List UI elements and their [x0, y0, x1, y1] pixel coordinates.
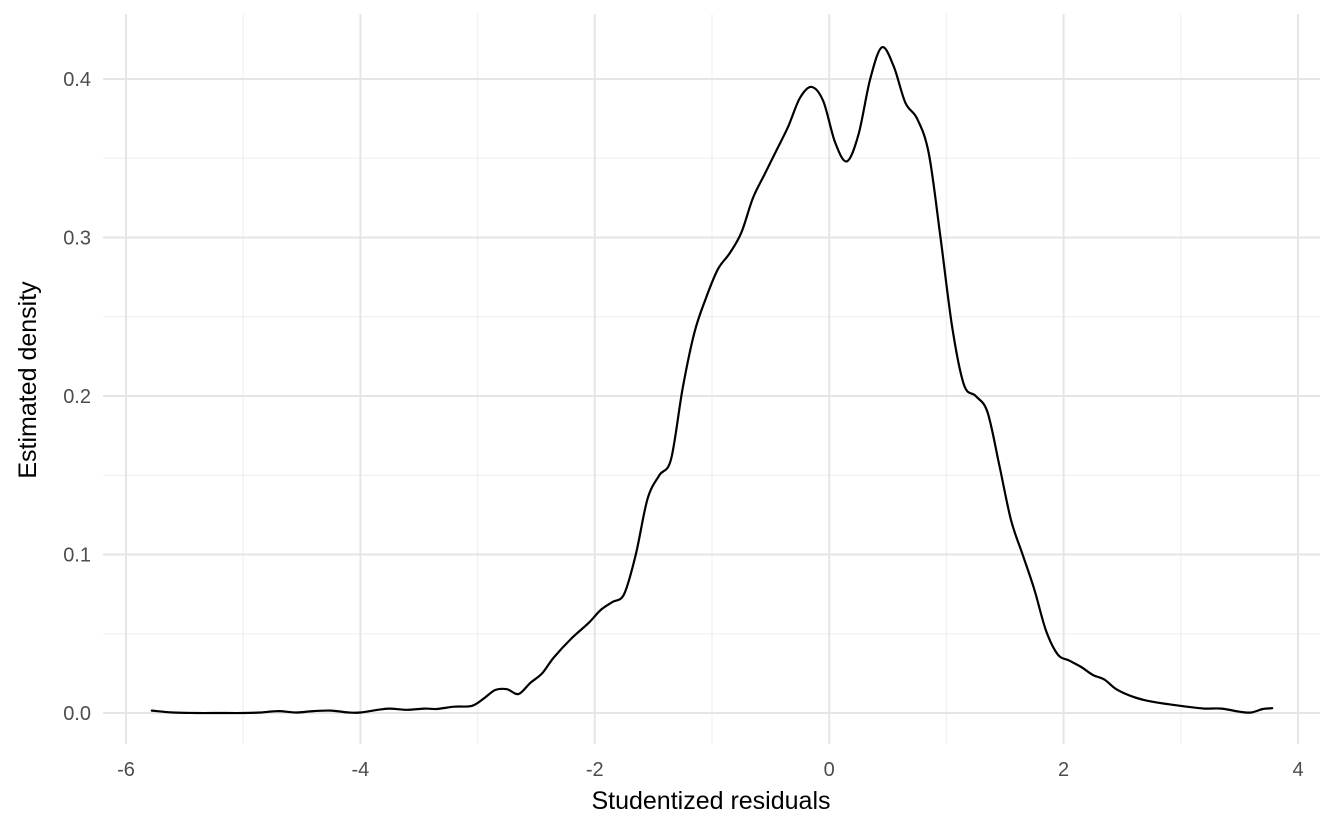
x-tick-label: -6 [117, 759, 135, 781]
x-tick-label: 2 [1058, 759, 1069, 781]
plot-marks [150, 46, 1274, 715]
y-tick-label: 0.2 [63, 386, 91, 408]
x-tick-label: -2 [586, 759, 604, 781]
y-tick-label: 0.0 [63, 703, 91, 725]
y-axis-tick-labels: 0.0 0.1 0.2 0.3 0.4 [63, 69, 91, 725]
x-tick-label: -4 [352, 759, 370, 781]
y-tick-label: 0.4 [63, 69, 91, 91]
y-axis-title: Estimated density [14, 281, 42, 479]
y-tick-label: 0.1 [63, 545, 91, 567]
x-axis-title: Studentized residuals [591, 787, 830, 815]
density-curve [150, 46, 1274, 715]
x-tick-label: 4 [1292, 759, 1303, 781]
major-gridlines [103, 14, 1320, 744]
minor-gridlines [103, 14, 1320, 744]
y-tick-label: 0.3 [63, 228, 91, 250]
x-axis-tick-labels: -6 -4 -2 0 2 4 [117, 759, 1303, 781]
x-tick-label: 0 [824, 759, 835, 781]
